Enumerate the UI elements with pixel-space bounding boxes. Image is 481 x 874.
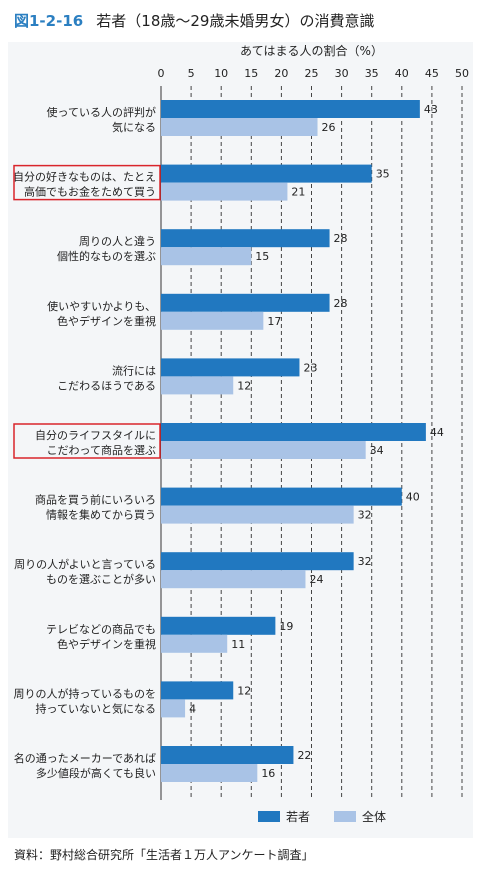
- tick-label: 50: [455, 67, 469, 80]
- bar: [161, 100, 420, 118]
- highlight-box: [13, 423, 161, 459]
- tick-label: 35: [365, 67, 379, 80]
- bar: [161, 441, 366, 459]
- figure-title-row: 図1-2-16 若者（18歳～29歳未婚男女）の消費意識: [14, 10, 374, 32]
- tick-label: 40: [395, 67, 409, 80]
- bar: [161, 634, 228, 653]
- data-label: 22: [297, 749, 311, 762]
- category-label: 使っている人の評判が気になる: [47, 105, 156, 134]
- data-label: 12: [237, 379, 251, 392]
- figure-title: 若者（18歳～29歳未婚男女）の消費意識: [96, 12, 375, 30]
- tick-label: 15: [244, 67, 258, 80]
- data-label: 12: [237, 684, 251, 697]
- data-label: 32: [358, 509, 372, 522]
- data-label: 23: [303, 361, 317, 374]
- category-label: 周りの人がよいと言っているものを選ぶことが多い: [14, 557, 156, 586]
- data-label: 19: [279, 620, 293, 633]
- data-label: 17: [267, 315, 281, 328]
- axis-title: あてはまる人の割合（%）: [240, 43, 383, 58]
- bar: [161, 182, 288, 201]
- bar: [161, 487, 402, 506]
- bar: [161, 164, 372, 183]
- bar: [161, 616, 276, 635]
- highlight-box: [13, 164, 161, 201]
- bar: [161, 247, 252, 266]
- bar: [161, 505, 354, 524]
- tick-label: 10: [214, 67, 228, 80]
- category-label: 周りの人と違う個性的なものを選ぶ: [57, 235, 156, 263]
- bar: [161, 746, 294, 764]
- data-label: 4: [189, 702, 196, 715]
- category-label: テレビなどの商品でも色やデザインを重視: [46, 622, 156, 651]
- tick-label: 30: [335, 67, 349, 80]
- data-label: 21: [291, 186, 305, 199]
- bar: [161, 764, 258, 782]
- data-label: 26: [322, 121, 336, 134]
- tick-label: 25: [305, 67, 319, 80]
- data-label: 11: [231, 638, 245, 651]
- legend-label: 若者: [286, 810, 310, 824]
- legend-label: 全体: [362, 809, 386, 824]
- data-label: 15: [255, 250, 269, 263]
- bar: [161, 423, 426, 441]
- legend-swatch: [334, 811, 356, 822]
- bar: [161, 293, 330, 312]
- bar: [161, 118, 318, 136]
- figure-number: 図1-2-16: [14, 12, 84, 30]
- bar: [161, 311, 264, 330]
- bar: [161, 681, 234, 700]
- data-label: 35: [376, 168, 390, 181]
- data-label: 28: [334, 232, 348, 245]
- category-label: 使いやすいかよりも、色やデザインを重視: [47, 300, 156, 328]
- tick-label: 20: [274, 67, 288, 80]
- category-label: 自分のライフスタイルにこだわって商品を選ぶ: [35, 429, 156, 457]
- tick-label: 0: [158, 67, 165, 80]
- data-label: 32: [358, 555, 372, 568]
- data-label: 16: [261, 767, 275, 780]
- category-label: 周りの人が持っているものを持っていないと気になる: [14, 686, 156, 715]
- bar: [161, 570, 306, 589]
- bar: [161, 229, 330, 248]
- bar: [161, 552, 354, 571]
- bar: [161, 699, 186, 718]
- category-label: 流行にはこだわるほうである: [57, 363, 156, 392]
- category-label: 名の通ったメーカーであれば多少値段が高くても良い: [14, 751, 156, 780]
- legend-swatch: [258, 811, 280, 822]
- data-label: 44: [430, 426, 444, 439]
- data-label: 24: [309, 573, 323, 586]
- data-label: 34: [370, 444, 384, 457]
- source-note: 資料：野村総合研究所「生活者１万人アンケート調査」: [14, 848, 314, 862]
- category-label: 自分の好きなものは、たとえ高価でもお金をためて買う: [13, 170, 156, 199]
- data-label: 28: [334, 297, 348, 310]
- data-label: 43: [424, 103, 438, 116]
- bar: [161, 358, 300, 377]
- tick-label: 45: [425, 67, 439, 80]
- data-label: 40: [406, 491, 420, 504]
- category-label: 商品を買う前にいろいろ情報を集めてから買う: [35, 493, 156, 522]
- tick-label: 5: [188, 67, 195, 80]
- bar: [161, 376, 234, 395]
